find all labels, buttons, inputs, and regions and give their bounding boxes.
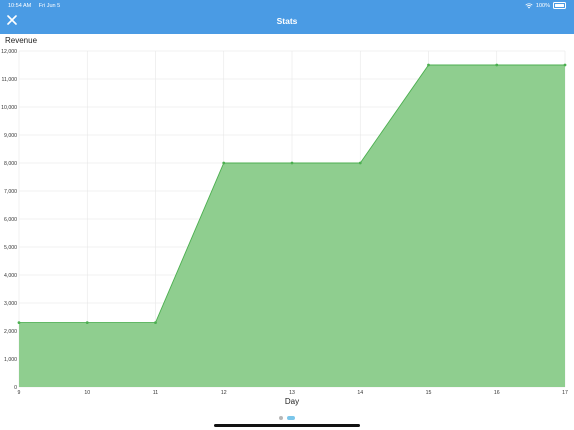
wifi-icon — [525, 2, 533, 8]
data-point[interactable] — [563, 63, 567, 67]
data-point[interactable] — [495, 63, 499, 67]
data-point[interactable] — [222, 161, 226, 165]
y-tick-label: 2,000 — [4, 329, 17, 335]
y-tick-label: 1,000 — [4, 357, 17, 363]
data-point[interactable] — [427, 63, 430, 67]
y-tick-label: 3,000 — [4, 301, 17, 307]
y-tick-label: 10,000 — [1, 105, 17, 111]
page-dot-2[interactable] — [287, 416, 295, 420]
x-tick-label: 10 — [84, 390, 90, 396]
chart-svg: 0 1,000 2,000 3,000 4,000 5,000 6,000 7,000 8,00… — [1, 49, 568, 406]
y-tick-label: 0 — [14, 385, 17, 391]
y-tick-label: 11,000 — [2, 77, 18, 83]
chart-title: Revenue — [5, 36, 38, 45]
y-tick-label: 6,000 — [4, 217, 17, 223]
x-tick-label: 15 — [426, 390, 432, 396]
data-point[interactable] — [85, 321, 89, 324]
status-time: 10:54 AM — [8, 3, 32, 9]
data-point[interactable] — [154, 321, 157, 324]
page-title: Stats — [276, 16, 298, 26]
status-bar-right: 100% — [525, 2, 566, 9]
close-icon[interactable] — [7, 15, 17, 25]
y-tick-label: 8,000 — [4, 161, 17, 167]
x-axis-ticks: 9 10 11 12 13 14 15 16 17 — [18, 390, 568, 396]
y-tick-label: 9,000 — [4, 133, 17, 139]
status-bar-left: 10:54 AM Fri Jun 5 — [8, 3, 66, 9]
x-tick-label: 13 — [289, 390, 295, 396]
x-axis-label: Day — [285, 397, 299, 406]
data-point[interactable] — [290, 161, 294, 165]
x-tick-label: 11 — [153, 390, 158, 396]
x-tick-label: 16 — [494, 390, 500, 396]
x-tick-label: 12 — [221, 390, 227, 396]
revenue-chart: Revenue 0 1,000 2,000 3,000 4,000 5,000 6,000 7… — [0, 34, 574, 410]
top-bar: 10:54 AM Fri Jun 5 100% Stats — [0, 0, 574, 34]
home-indicator — [214, 424, 360, 427]
chart-points — [17, 63, 567, 324]
x-tick-label: 14 — [357, 390, 363, 396]
revenue-area-fill — [19, 65, 565, 387]
y-tick-label: 12,000 — [1, 49, 17, 55]
y-tick-label: 7,000 — [4, 189, 17, 195]
page-indicator — [0, 416, 574, 420]
page-dot-1[interactable] — [279, 416, 283, 420]
x-tick-label: 17 — [562, 390, 568, 396]
battery-icon — [553, 2, 566, 9]
y-axis-ticks: 0 1,000 2,000 3,000 4,000 5,000 6,000 7,000 8,00… — [1, 49, 17, 391]
battery-percent: 100% — [535, 2, 550, 9]
data-point[interactable] — [358, 161, 362, 165]
data-point[interactable] — [17, 321, 21, 324]
y-tick-label: 5,000 — [4, 245, 17, 251]
x-tick-label: 9 — [18, 390, 21, 396]
y-tick-label: 4,000 — [4, 273, 17, 279]
status-date: Fri Jun 5 — [38, 3, 61, 9]
